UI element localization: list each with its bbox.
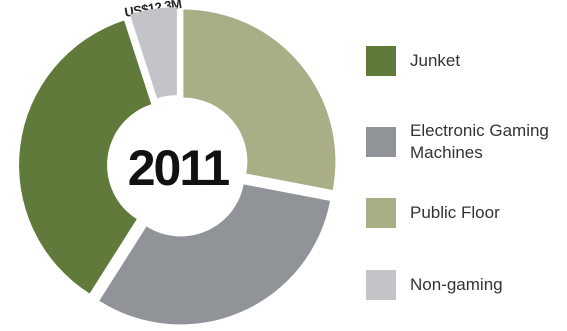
pie-slice — [19, 20, 152, 294]
pie-slice — [183, 9, 336, 191]
legend-swatch — [366, 127, 396, 157]
legend-label: Electronic Gaming Machines — [410, 121, 549, 162]
legend-swatch — [366, 46, 396, 76]
legend-item: Electronic Gaming Machines — [366, 120, 560, 164]
chart: US$12.3M5%US$62.6M28%US$ 68.7M31%US$80.1… — [19, 0, 336, 325]
legend-item: Non-gaming — [366, 270, 560, 300]
pie-slice — [129, 7, 177, 99]
legend-label: Non-gaming — [410, 275, 503, 294]
legend-label: Junket — [410, 51, 461, 70]
legend-label: Public Floor — [410, 203, 500, 222]
legend-swatch — [366, 270, 396, 300]
legend-item: Junket — [366, 46, 560, 76]
pie-slice — [99, 184, 331, 325]
legend-item: Public Floor — [366, 198, 560, 228]
legend-swatch — [366, 198, 396, 228]
chart-title: 2011 — [128, 140, 230, 196]
legend: Junket Electronic Gaming Machines Public F… — [366, 0, 566, 331]
